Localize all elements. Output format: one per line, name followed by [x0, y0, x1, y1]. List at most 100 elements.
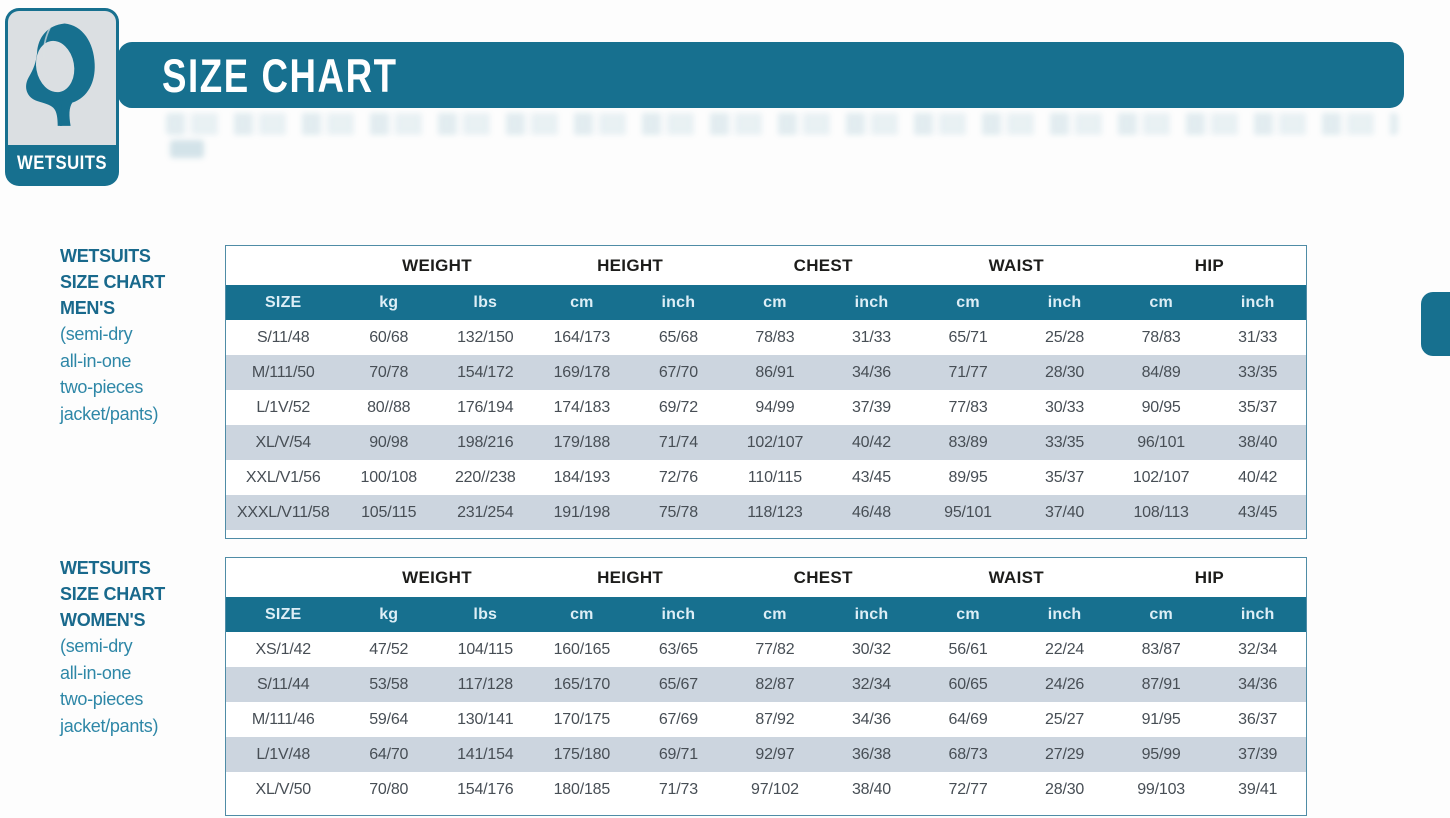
group-header: HIP — [1112, 246, 1306, 285]
table-cell: 33/35 — [1016, 425, 1113, 460]
table-cell: 72/76 — [658, 468, 698, 486]
heading-line: SIZE CHART — [60, 272, 166, 292]
table-cell: 95/101 — [919, 495, 1017, 530]
table-cell: 69/72 — [658, 398, 698, 416]
table-cell: 170/175 — [553, 710, 611, 728]
group-header: HEIGHT — [533, 558, 727, 597]
wetsuits-badge: WETSUITS — [5, 8, 119, 186]
table-cell: S/11/48 — [256, 328, 310, 346]
table-cell: 154/172 — [437, 355, 534, 390]
column-header: SIZE — [226, 597, 341, 632]
table-cell: 28/30 — [1045, 780, 1085, 798]
table-cell: 43/45 — [1209, 495, 1306, 530]
table-cell: 102/107 — [1132, 468, 1190, 486]
table-cell: M/111/50 — [226, 355, 341, 390]
table-cell: 77/82 — [755, 640, 795, 658]
table-cell: 102/107 — [726, 425, 824, 460]
group-header: WEIGHT — [340, 558, 534, 597]
table-cell: 68/73 — [919, 737, 1017, 772]
table-cell: 110/115 — [747, 468, 802, 486]
table-cell: 38/40 — [1209, 425, 1306, 460]
table-cell: 36/38 — [823, 737, 920, 772]
table-cell: 84/89 — [1112, 355, 1210, 390]
table-cell: 56/61 — [948, 640, 988, 658]
table-row: XL/V/50 70/80 154/176 180/185 71/73 97/102 38/… — [226, 772, 1306, 807]
table-cell: 36/37 — [1238, 710, 1278, 728]
table-cell: 175/180 — [533, 737, 631, 772]
table-cell: L/1V/48 — [226, 737, 341, 772]
table-cell: 40/42 — [823, 425, 920, 460]
table-cell: 32/34 — [1238, 640, 1278, 658]
mens-section-heading: WETSUITS SIZE CHART MEN'S (semi-dry all-… — [60, 243, 230, 427]
table-row: L/1V/52 80//88 176/194 174/183 69/72 94/99 37/… — [226, 390, 1306, 425]
table-cell: 165/170 — [533, 667, 631, 702]
table-cell: 64/70 — [340, 737, 438, 772]
table-cell: 86/91 — [726, 355, 824, 390]
table-cell: 90/98 — [340, 425, 438, 460]
column-header: cm — [1112, 597, 1210, 632]
column-header: kg — [340, 597, 438, 632]
table-cell: 91/95 — [1141, 710, 1181, 728]
group-header: HIP — [1112, 558, 1306, 597]
faint-watermark-text — [166, 113, 1398, 135]
group-header — [226, 558, 341, 597]
column-header: inch — [1209, 597, 1306, 632]
subheading-line: two-pieces — [60, 689, 144, 709]
table-cell: 65/68 — [658, 328, 698, 346]
table-cell: 46/48 — [823, 495, 920, 530]
column-header: cm — [919, 285, 1017, 320]
subheading-line: jacket/pants) — [60, 403, 159, 424]
column-header: inch — [1016, 597, 1113, 632]
table-cell: 71/77 — [919, 355, 1017, 390]
table-cell: 154/176 — [457, 780, 514, 798]
badge-panel — [8, 11, 116, 145]
table-cell: 78/83 — [1141, 328, 1181, 346]
table-cell: 33/35 — [1209, 355, 1306, 390]
column-header: lbs — [437, 597, 534, 632]
subheading-line: (semi-dry — [60, 636, 133, 656]
table-cell: 30/32 — [851, 640, 891, 658]
table-cell: 53/58 — [340, 667, 438, 702]
side-tab[interactable] — [1421, 292, 1450, 356]
table-cell: 130/141 — [457, 710, 514, 728]
group-header: CHEST — [726, 558, 920, 597]
table-cell: 96/101 — [1112, 425, 1210, 460]
table-cell: 89/95 — [948, 468, 988, 486]
table-cell: 24/26 — [1016, 667, 1113, 702]
column-header: inch — [630, 597, 727, 632]
page-title: SIZE CHART — [162, 48, 398, 102]
table-cell: 67/70 — [630, 355, 727, 390]
group-header-row: WEIGHT HEIGHT CHEST WAIST HIP — [226, 246, 1306, 285]
table-cell: 80//88 — [367, 398, 411, 416]
column-header: cm — [533, 597, 631, 632]
table-row: XS/1/42 47/52 104/115 160/165 63/65 77/82 30/3… — [226, 632, 1306, 667]
column-header-row: SIZE kg lbs cm inch cm inch cm inch cm inch — [226, 597, 1306, 632]
table-cell: 65/71 — [948, 328, 988, 346]
table-cell: 90/95 — [1141, 398, 1181, 416]
group-header: WEIGHT — [340, 246, 534, 285]
table-cell: 198/216 — [437, 425, 534, 460]
column-header: cm — [726, 597, 824, 632]
table-cell: XXXL/V11/58 — [226, 495, 341, 530]
subheading-line: two-pieces — [60, 377, 144, 397]
column-header: cm — [726, 285, 824, 320]
womens-section-heading: WETSUITS SIZE CHART WOMEN'S (semi-dry al… — [60, 555, 230, 739]
column-header: inch — [823, 285, 920, 320]
table-cell: 99/103 — [1137, 780, 1185, 798]
column-header: cm — [533, 285, 631, 320]
table-row: XXXL/V11/58 105/115 231/254 191/198 75/78 118… — [226, 495, 1306, 530]
table-cell: 97/102 — [751, 780, 799, 798]
table-cell: 87/91 — [1112, 667, 1210, 702]
table-cell: 141/154 — [437, 737, 534, 772]
table-cell: 94/99 — [755, 398, 795, 416]
table-cell: 231/254 — [437, 495, 534, 530]
womens-size-table: WEIGHT HEIGHT CHEST WAIST HIP SIZE kg lbs cm inch… — [225, 557, 1307, 816]
table-cell: 69/71 — [630, 737, 727, 772]
heading-line: WETSUITS — [60, 246, 151, 266]
column-header-row: SIZE kg lbs cm inch cm inch cm inch cm inch — [226, 285, 1306, 320]
table-cell: 64/69 — [948, 710, 988, 728]
column-header: inch — [1209, 285, 1306, 320]
table-cell: 70/78 — [340, 355, 438, 390]
table-cell: 220//238 — [454, 468, 516, 486]
table-cell: M/111/46 — [251, 710, 315, 728]
